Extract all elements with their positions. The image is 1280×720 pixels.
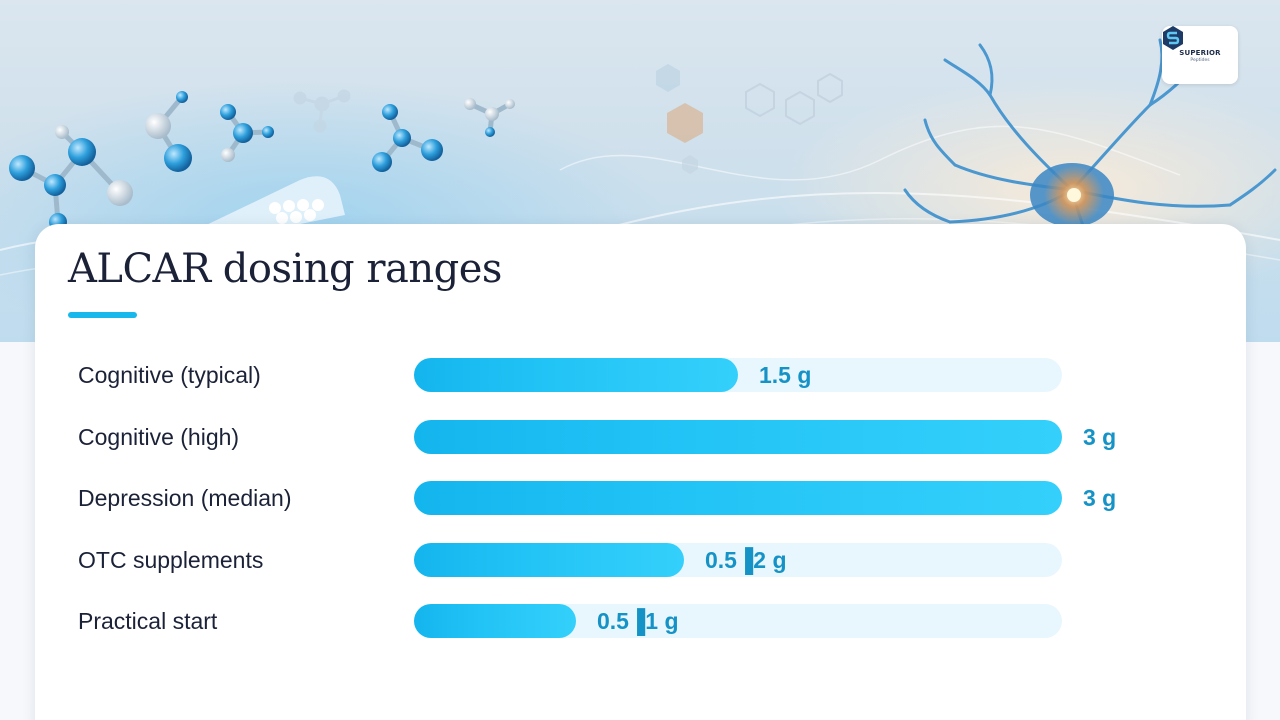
brand-logo-name: SUPERIOR bbox=[1179, 48, 1221, 57]
row-label: Cognitive (typical) bbox=[78, 362, 261, 388]
row-label: Cognitive (high) bbox=[78, 424, 240, 450]
bar bbox=[414, 604, 576, 638]
brand-logo-icon bbox=[1163, 26, 1183, 50]
row-label: Depression (median) bbox=[78, 485, 292, 511]
brand-logo-subtitle: Peptides bbox=[1190, 57, 1210, 63]
title-underline bbox=[68, 312, 137, 318]
bar-value-label: 3 g bbox=[1083, 424, 1117, 450]
bar-value-label: 0.5▐2 g bbox=[705, 547, 787, 573]
bar-value-label: 3 g bbox=[1083, 485, 1117, 511]
chart-title: ALCAR dosing ranges bbox=[68, 246, 502, 292]
bar-value-label: 0.5▐1 g bbox=[597, 608, 679, 634]
content-card bbox=[35, 224, 1246, 720]
brand-logo[interactable]: SUPERIOR Peptides bbox=[1162, 26, 1238, 84]
row-label: Practical start bbox=[78, 608, 218, 634]
bar bbox=[414, 543, 684, 577]
bar-value-label: 1.5 g bbox=[759, 362, 812, 388]
row-label: OTC supplements bbox=[78, 547, 264, 573]
bar bbox=[414, 481, 1062, 515]
bar bbox=[414, 358, 738, 392]
bar bbox=[414, 420, 1062, 454]
